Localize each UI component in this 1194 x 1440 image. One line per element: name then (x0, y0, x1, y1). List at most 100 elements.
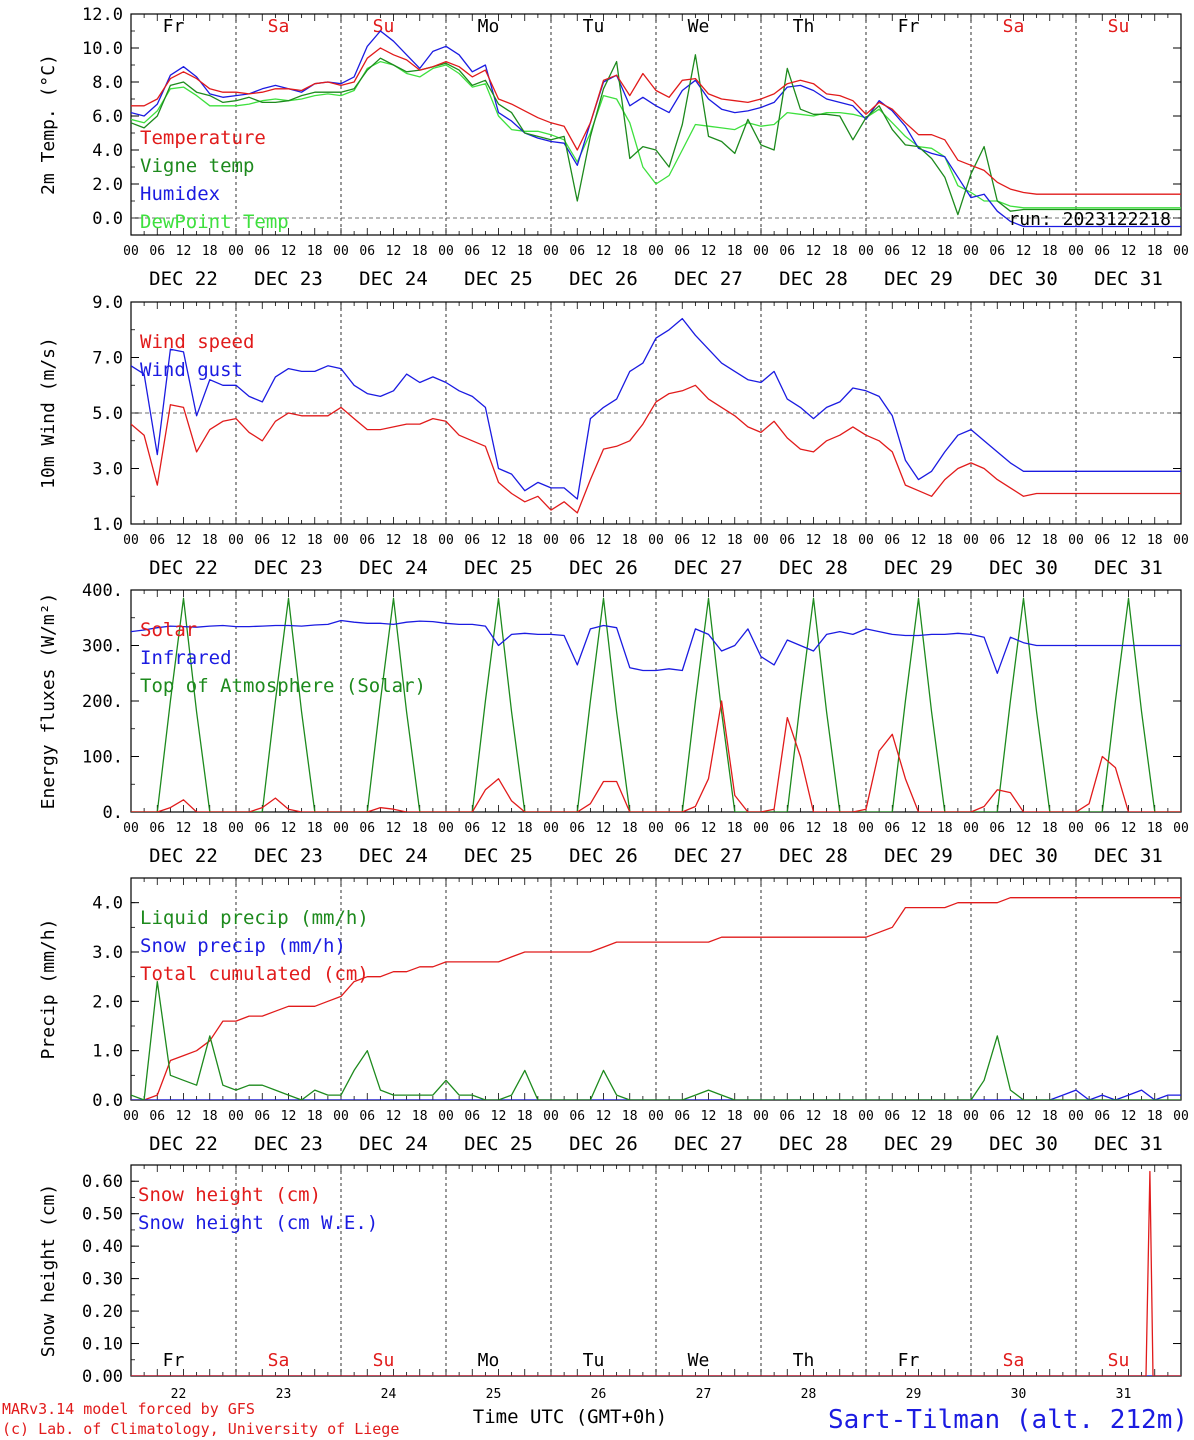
hour-tick-label: 12 (806, 244, 822, 259)
y-tick-label: 400. (82, 581, 123, 601)
hour-tick-label: 18 (1042, 1109, 1058, 1124)
weekday-label: Fr (898, 1350, 920, 1371)
hour-tick-label: 06 (464, 533, 480, 548)
hour-tick-label: 12 (701, 1109, 717, 1124)
date-label: DEC 29 (884, 268, 953, 290)
y-axis-label: 2m Temp. (°C) (38, 54, 59, 195)
date-label: DEC 29 (884, 1133, 953, 1155)
legend-entry: Wind speed (140, 331, 254, 353)
panel-wind: 1.0 3.0 5.0 7.0 9.0 10m Wind (m/s) 00 06 12 18 DEC… (38, 293, 1189, 579)
hour-tick-label: 00 (858, 1109, 874, 1124)
hour-tick-label: 00 (963, 244, 979, 259)
hour-tick-label: 06 (674, 244, 690, 259)
date-label: DEC 27 (674, 268, 743, 290)
hour-tick-label: 18 (1147, 821, 1163, 836)
hour-tick-label: 12 (386, 533, 402, 548)
short-date-label: 25 (486, 1387, 502, 1402)
hour-tick-label: 00 (543, 1109, 559, 1124)
short-date-label: 28 (801, 1387, 817, 1402)
hour-tick-label: 18 (622, 1109, 638, 1124)
hour-tick-label: 12 (806, 1109, 822, 1124)
weekday-label: Fr (163, 16, 185, 37)
short-date-label: 27 (696, 1387, 712, 1402)
hour-tick-label: 00 (1173, 821, 1189, 836)
hour-tick-label: 06 (359, 533, 375, 548)
series-line-snow-height-cm (131, 1170, 1181, 1376)
y-tick-label: 8.0 (92, 73, 123, 93)
y-tick-label: 0.60 (82, 1172, 123, 1192)
y-tick-label: 3.0 (92, 943, 123, 963)
hour-tick-label: 12 (911, 821, 927, 836)
y-axis-label: Energy fluxes (W/m²) (38, 593, 59, 810)
short-date-label: 31 (1116, 1387, 1132, 1402)
hour-tick-label: 06 (569, 244, 585, 259)
hour-tick-label: 06 (989, 1109, 1005, 1124)
hour-tick-label: 12 (911, 1109, 927, 1124)
hour-tick-label: 12 (491, 533, 507, 548)
legend-entry: Solar (140, 619, 197, 641)
hour-tick-label: 06 (674, 1109, 690, 1124)
date-label: DEC 24 (359, 557, 428, 579)
series-line-humidex (131, 30, 1181, 228)
series-line-infrared (131, 619, 1181, 674)
weekday-label: We (688, 16, 710, 37)
hour-tick-label: 18 (517, 244, 533, 259)
date-label: DEC 23 (254, 1133, 323, 1155)
weekday-label: Mo (478, 16, 500, 37)
credit-lab: (c) Lab. of Climatology, University of L… (2, 1420, 399, 1438)
hour-tick-label: 06 (149, 821, 165, 836)
hour-tick-label: 06 (674, 533, 690, 548)
date-label: DEC 28 (779, 1133, 848, 1155)
hour-tick-label: 12 (386, 821, 402, 836)
date-label: DEC 28 (779, 845, 848, 867)
hour-tick-label: 06 (884, 1109, 900, 1124)
hour-tick-label: 12 (386, 244, 402, 259)
hour-tick-label: 00 (438, 244, 454, 259)
legend-entry: Snow height (cm W.E.) (138, 1212, 378, 1234)
y-tick-label: 100. (82, 748, 123, 768)
legend-entry: Temperature (140, 127, 266, 149)
legend-entry: Snow precip (mm/h) (140, 935, 346, 957)
hour-tick-label: 00 (1068, 821, 1084, 836)
weekday-label: Sa (1003, 1350, 1025, 1371)
series-line-solar (131, 700, 1181, 812)
legend-entry: Vigne temp (140, 155, 254, 177)
hour-tick-label: 06 (1094, 1109, 1110, 1124)
hour-tick-label: 00 (123, 244, 139, 259)
date-label: DEC 31 (1094, 557, 1163, 579)
hour-tick-label: 18 (832, 821, 848, 836)
date-label: DEC 27 (674, 557, 743, 579)
series-line-total-cumulated-cm (131, 897, 1181, 1100)
hour-tick-label: 00 (753, 533, 769, 548)
legend-entry: Snow height (cm) (138, 1184, 321, 1206)
date-label: DEC 30 (989, 1133, 1058, 1155)
hour-tick-label: 18 (412, 821, 428, 836)
weekday-label: We (688, 1350, 710, 1371)
hour-tick-label: 00 (1068, 244, 1084, 259)
hour-tick-label: 06 (1094, 533, 1110, 548)
weekday-label: Sa (268, 16, 290, 37)
series-group (131, 1170, 1181, 1376)
hour-tick-label: 18 (1147, 1109, 1163, 1124)
legend-entry: DewPoint Temp (140, 211, 289, 233)
hour-tick-label: 12 (281, 821, 297, 836)
hour-tick-label: 12 (386, 1109, 402, 1124)
hour-tick-label: 12 (596, 533, 612, 548)
hour-tick-label: 00 (228, 1109, 244, 1124)
hour-tick-label: 18 (832, 533, 848, 548)
location-title: Sart-Tilman (alt. 212m) (828, 1405, 1188, 1435)
hour-tick-label: 00 (1173, 1109, 1189, 1124)
date-label: DEC 28 (779, 268, 848, 290)
y-tick-label: 10.0 (82, 39, 123, 59)
hour-tick-label: 00 (753, 1109, 769, 1124)
y-tick-label: 2.0 (92, 175, 123, 195)
y-tick-label: 0.0 (92, 1091, 123, 1111)
hour-tick-label: 12 (1121, 533, 1137, 548)
hour-tick-label: 18 (622, 533, 638, 548)
y-tick-label: 0.30 (82, 1270, 123, 1290)
hour-tick-label: 00 (858, 533, 874, 548)
date-label: DEC 29 (884, 557, 953, 579)
y-tick-label: 0.20 (82, 1302, 123, 1322)
hour-tick-label: 00 (648, 244, 664, 259)
y-axis-label: Snow height (cm) (38, 1184, 59, 1357)
